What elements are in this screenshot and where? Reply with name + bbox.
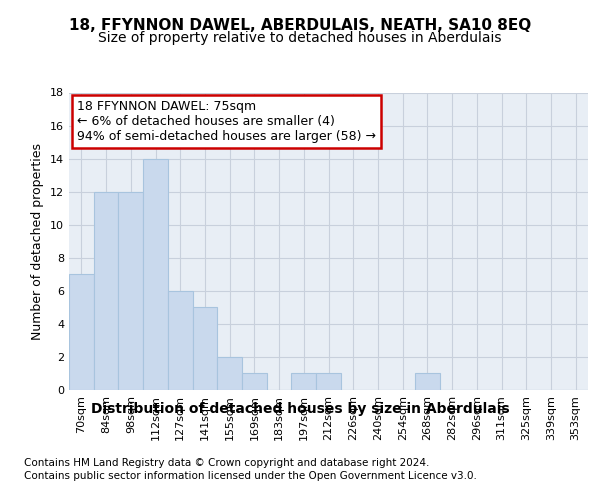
- Bar: [316, 374, 341, 390]
- Bar: [168, 291, 193, 390]
- Text: 18, FFYNNON DAWEL, ABERDULAIS, NEATH, SA10 8EQ: 18, FFYNNON DAWEL, ABERDULAIS, NEATH, SA…: [69, 18, 531, 32]
- Bar: [69, 274, 94, 390]
- Bar: [292, 374, 316, 390]
- Bar: [118, 192, 143, 390]
- Text: Distribution of detached houses by size in Aberdulais: Distribution of detached houses by size …: [91, 402, 509, 416]
- Bar: [242, 374, 267, 390]
- Text: Contains HM Land Registry data © Crown copyright and database right 2024.: Contains HM Land Registry data © Crown c…: [24, 458, 430, 468]
- Y-axis label: Number of detached properties: Number of detached properties: [31, 143, 44, 340]
- Bar: [217, 357, 242, 390]
- Text: 18 FFYNNON DAWEL: 75sqm
← 6% of detached houses are smaller (4)
94% of semi-deta: 18 FFYNNON DAWEL: 75sqm ← 6% of detached…: [77, 100, 376, 143]
- Text: Size of property relative to detached houses in Aberdulais: Size of property relative to detached ho…: [98, 31, 502, 45]
- Bar: [193, 308, 217, 390]
- Bar: [143, 158, 168, 390]
- Bar: [94, 192, 118, 390]
- Bar: [415, 374, 440, 390]
- Text: Contains public sector information licensed under the Open Government Licence v3: Contains public sector information licen…: [24, 471, 477, 481]
